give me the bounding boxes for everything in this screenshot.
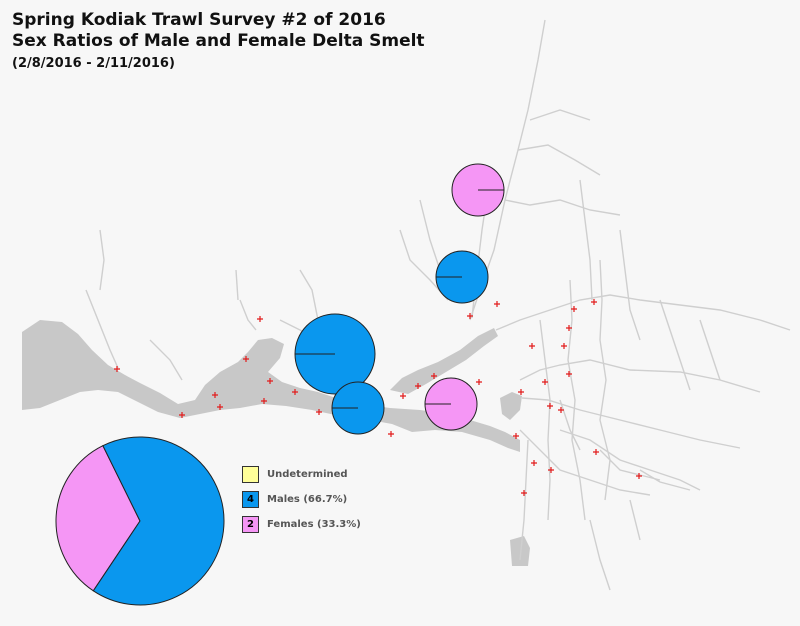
legend-label-females: Females (33.3%)	[267, 518, 361, 530]
map-pie-upper-river	[451, 163, 505, 217]
date-range: (2/8/2016 - 2/11/2016)	[12, 56, 175, 71]
title-block: Spring Kodiak Trawl Survey #2 of 2016 Se…	[12, 10, 425, 71]
pie-slice-males	[92, 436, 225, 606]
pie-slice-females	[55, 444, 141, 592]
legend-swatch-males: 4	[242, 490, 259, 508]
legend-swatch-undetermined	[242, 465, 259, 483]
legend-label-undetermined: Undetermined	[267, 468, 348, 480]
legend-item-undetermined: Undetermined	[242, 464, 361, 484]
map-pie-confluence	[331, 381, 385, 435]
legend-label-males: Males (66.7%)	[267, 493, 348, 505]
map-title: Spring Kodiak Trawl Survey #2 of 2016	[12, 10, 386, 30]
map-subtitle: Sex Ratios of Male and Female Delta Smel…	[12, 31, 425, 51]
map-pie-west-bay	[294, 313, 376, 395]
legend-item-males: 4 Males (66.7%)	[242, 489, 361, 509]
legend: Undetermined 4 Males (66.7%) 2 Females (…	[242, 464, 361, 539]
map-pie-east-channel	[424, 377, 478, 431]
legend-item-females: 2 Females (33.3%)	[242, 514, 361, 534]
legend-swatch-females: 2	[242, 515, 259, 533]
map-pie-mid-river	[435, 250, 489, 304]
water-bodies	[22, 320, 530, 566]
summary-pie-chart	[55, 436, 225, 606]
